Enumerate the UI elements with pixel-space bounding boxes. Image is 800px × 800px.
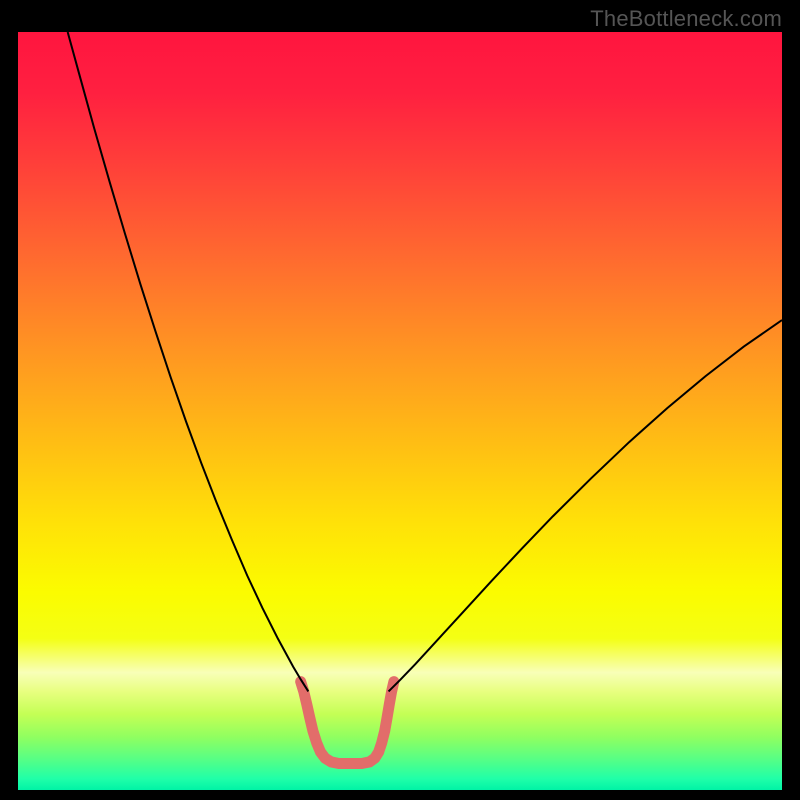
bottleneck-chart	[18, 32, 782, 790]
chart-background	[18, 32, 782, 790]
chart-frame: TheBottleneck.com	[0, 0, 800, 800]
watermark-text: TheBottleneck.com	[590, 6, 782, 32]
